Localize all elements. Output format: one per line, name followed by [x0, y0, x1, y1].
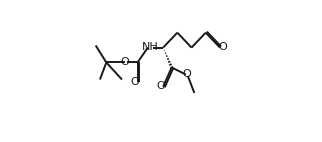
- Text: O: O: [121, 58, 129, 67]
- Text: O: O: [218, 42, 227, 52]
- Text: O: O: [131, 77, 139, 87]
- Text: O: O: [156, 81, 165, 91]
- Text: O: O: [182, 69, 191, 79]
- Text: NH: NH: [142, 42, 159, 52]
